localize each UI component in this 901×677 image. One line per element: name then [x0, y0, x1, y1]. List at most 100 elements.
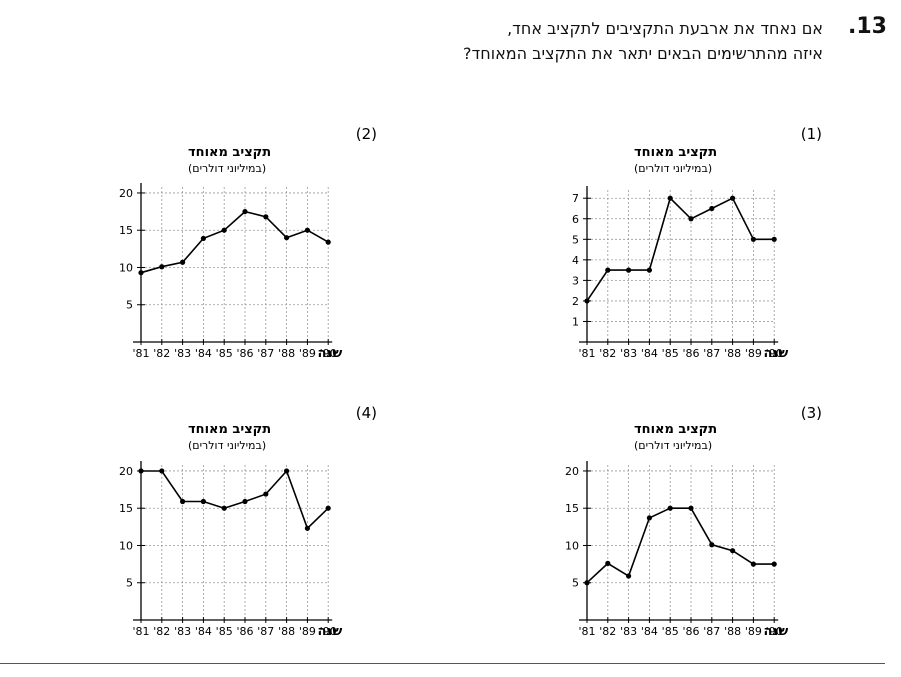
data-point [709, 205, 715, 212]
y-tick-label: 7 [572, 192, 579, 205]
x-tick-label: '86 [236, 625, 253, 638]
data-point [584, 580, 590, 586]
x-axis-label: שנה [318, 624, 343, 639]
option-label: (1) [801, 125, 822, 143]
data-point [646, 515, 653, 521]
x-tick-label: '90 [766, 347, 783, 360]
y-tick-label: 10 [119, 539, 133, 552]
data-point [709, 542, 715, 548]
data-point [667, 195, 673, 201]
data-point [667, 505, 673, 511]
x-tick-label: '89 [299, 625, 316, 638]
option-label: (2) [356, 125, 377, 143]
x-tick-label: '86 [682, 625, 699, 638]
x-tick-label: '88 [278, 347, 295, 360]
chart-subtitle: (במיליוני דולרים) [634, 162, 712, 175]
question-line-1: אם נאחד את ארבעת התקציבים לתקציב אחד, [507, 19, 823, 38]
x-tick-label: '81 [578, 347, 595, 360]
question-text: אם נאחד את ארבעת התקציבים לתקציב אחד, אי… [123, 16, 823, 66]
data-point [304, 227, 310, 233]
data-point [159, 264, 165, 270]
data-point [605, 560, 611, 566]
data-point [605, 267, 611, 273]
x-tick-label: '82 [153, 625, 170, 638]
x-tick-label: '84 [195, 625, 212, 638]
data-point [180, 498, 186, 505]
data-line [141, 469, 329, 530]
y-tick-label: 20 [565, 465, 579, 478]
x-tick-label: '87 [257, 347, 274, 360]
chart-panel-3: (3) תקציב מאוחד (במיליוני דולרים) 5 10 15 20 '8… [565, 404, 822, 639]
y-tick-label: 5 [572, 233, 579, 246]
x-tick-label: '87 [703, 347, 720, 360]
x-axis-label: שנה [764, 346, 789, 361]
y-tick-label: 20 [119, 187, 133, 200]
y-tick-label: 5 [126, 577, 133, 590]
x-tick-label: '85 [662, 625, 679, 638]
data-point [730, 548, 736, 554]
x-tick-label: '84 [195, 347, 212, 360]
x-tick-label: '90 [766, 625, 783, 638]
x-tick-label: '84 [641, 625, 658, 638]
data-line [140, 210, 329, 274]
y-tick-label: 3 [572, 274, 579, 287]
x-tick-label: '81 [578, 625, 595, 638]
y-tick-label: 10 [565, 539, 579, 552]
data-point [325, 239, 331, 245]
data-point [771, 236, 777, 242]
chart-panel-4: (4) תקציב מאוחד (במיליוני דולרים) 5 10 15 20 '8… [119, 404, 377, 639]
x-axis-label: שנה [764, 624, 789, 639]
x-tick-label: '83 [620, 625, 637, 638]
data-point [242, 208, 248, 215]
data-point [221, 505, 227, 511]
x-tick-label: '83 [174, 625, 191, 638]
question-line-2: איזה מהתרשימים הבאים יתאר את התקציב המאו… [463, 44, 823, 63]
x-tick-label: '82 [599, 625, 616, 638]
x-tick-label: '83 [620, 347, 637, 360]
chart-panel-1: (1) תקציב מאוחד (במיליוני דולרים) 1 2 3 4 5 6 7 '8… [572, 125, 822, 361]
x-tick-label: '88 [278, 625, 295, 638]
x-tick-label: '88 [724, 625, 741, 638]
data-point [200, 498, 206, 505]
x-tick-label: '85 [662, 347, 679, 360]
bottom-divider [0, 663, 885, 664]
data-point [626, 573, 632, 579]
data-line [586, 507, 775, 584]
chart-subtitle: (במיליוני דולרים) [188, 439, 266, 452]
question-number: .13 [848, 14, 887, 39]
y-tick-label: 6 [572, 213, 579, 226]
data-point [138, 468, 144, 474]
chart-subtitle: (במיליוני דולרים) [188, 162, 266, 175]
data-point [584, 298, 590, 304]
x-tick-label: '86 [682, 347, 699, 360]
y-tick-label: 15 [565, 502, 579, 515]
x-tick-label: '89 [745, 625, 762, 638]
x-tick-label: '81 [132, 347, 149, 360]
x-tick-label: '82 [153, 347, 170, 360]
data-point [138, 270, 144, 276]
chart-subtitle: (במיליוני דולרים) [634, 439, 712, 452]
x-axis-label: שנה [318, 346, 343, 361]
x-tick-label: '87 [703, 625, 720, 638]
data-line [586, 196, 775, 302]
data-point [263, 491, 269, 497]
chart-title: תקציב מאוחד [634, 422, 717, 437]
y-tick-label: 4 [572, 254, 579, 267]
data-point [200, 235, 206, 242]
y-tick-label: 15 [119, 502, 133, 515]
data-point [159, 468, 165, 474]
x-tick-label: '85 [216, 625, 233, 638]
x-tick-label: '85 [216, 347, 233, 360]
data-point [730, 195, 736, 201]
data-point [750, 561, 757, 567]
data-point [263, 214, 269, 220]
data-point [284, 468, 290, 474]
data-point [284, 235, 290, 241]
data-point [180, 259, 186, 265]
data-point [688, 216, 694, 222]
chart-panel-2: (2) תקציב מאוחד (במיליוני דולרים) 5 10 15 20 '8… [119, 125, 377, 361]
x-tick-label: '90 [320, 347, 337, 360]
y-tick-label: 5 [572, 577, 579, 590]
x-tick-label: '82 [599, 347, 616, 360]
